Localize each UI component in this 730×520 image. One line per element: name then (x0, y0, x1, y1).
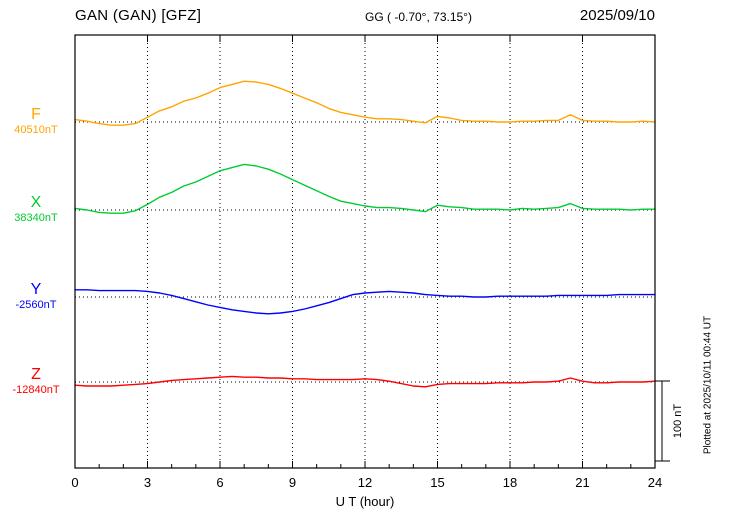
x-axis-label: U T (hour) (335, 494, 395, 509)
series-y-label: Y (30, 281, 42, 298)
svg-text:12: 12 (358, 475, 372, 490)
series-y-baseline-value: -2560nT (15, 299, 57, 311)
series-x-label: X (30, 194, 42, 211)
svg-text:24: 24 (648, 475, 662, 490)
svg-text:6: 6 (216, 475, 223, 490)
svg-text:15: 15 (430, 475, 444, 490)
scale-bar-label: 100 nT (672, 403, 684, 439)
plotted-at-timestamp: Plotted at 2025/10/11 00:44 UT (702, 315, 714, 455)
series-z-label: Z (31, 366, 41, 383)
series-x-baseline-value: 38340nT (14, 212, 58, 224)
series-f-label: F (31, 106, 41, 123)
svg-text:9: 9 (289, 475, 296, 490)
series-f-baseline-value: 40510nT (14, 124, 58, 136)
svg-text:21: 21 (575, 475, 589, 490)
series-z-baseline-value: -12840nT (12, 384, 60, 396)
plot-date-label: 2025/09/10 (579, 7, 655, 24)
svg-text:3: 3 (144, 475, 151, 490)
svg-text:0: 0 (71, 475, 78, 490)
svg-text:18: 18 (503, 475, 517, 490)
geographic-coordinates-label: GG ( -0.70°, 73.15°) (365, 10, 472, 24)
station-title: GAN (GAN) [GFZ] (75, 7, 202, 24)
